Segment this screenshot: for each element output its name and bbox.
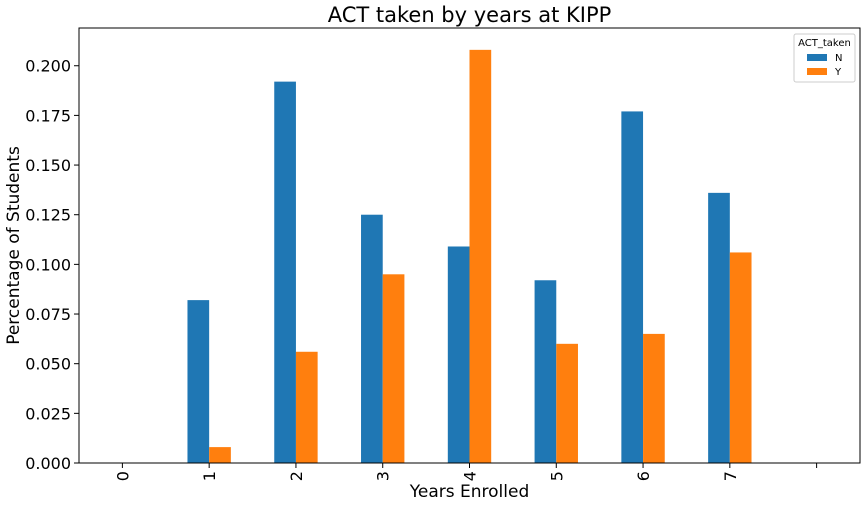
y-tick-label: 0.150 — [25, 156, 71, 175]
bar-y-5 — [556, 343, 578, 463]
y-tick-label: 0.200 — [25, 57, 71, 76]
x-tick-label: 2 — [287, 471, 306, 481]
axes-layer: 0.000 0.025 0.050 0.075 0.100 0.125 0.150 0.175… — [25, 27, 861, 481]
bar-y-3 — [382, 274, 405, 463]
bar-n-1 — [187, 300, 210, 463]
y-tick-label: 0.000 — [25, 454, 71, 473]
x-tick-label: 3 — [374, 471, 393, 481]
x-tick-label: 1 — [200, 471, 219, 481]
x-tick-label: 7 — [721, 471, 740, 481]
bar-y-2 — [295, 351, 318, 463]
legend-title: ACT_taken — [798, 38, 851, 49]
y-tick-label: 0.025 — [25, 404, 71, 423]
legend-swatch-n — [807, 54, 827, 61]
legend-swatch-y — [807, 68, 827, 75]
y-axis-title: Percentage of Students — [4, 146, 24, 345]
y-tick-label: 0.125 — [25, 206, 71, 225]
bar-n-3 — [361, 214, 383, 463]
bar-n-7 — [708, 192, 730, 464]
bar-y-1 — [209, 447, 231, 463]
bar-y-7 — [729, 252, 752, 463]
bars-layer — [187, 49, 752, 464]
x-tick-label: 0 — [113, 471, 132, 481]
y-tick-label: 0.050 — [25, 355, 71, 374]
y-tick-label: 0.175 — [25, 106, 71, 125]
chart-title: ACT taken by years at KIPP — [328, 3, 612, 27]
bar-y-6 — [643, 333, 665, 463]
bar-n-6 — [621, 111, 644, 464]
y-tick-label: 0.075 — [25, 305, 71, 324]
bar-y-4 — [469, 49, 492, 463]
legend-label-n: N — [835, 53, 842, 64]
x-tick-label: 4 — [461, 471, 480, 481]
bar-n-4 — [447, 246, 470, 463]
x-tick-label: 6 — [634, 471, 653, 481]
legend-label-y: Y — [834, 67, 842, 78]
x-tick-label: 5 — [547, 471, 566, 481]
bar-n-2 — [274, 81, 296, 463]
y-tick-label: 0.100 — [25, 255, 71, 274]
x-axis-title: Years Enrolled — [409, 482, 529, 502]
legend: ACT_taken N Y — [793, 33, 856, 83]
bar-n-5 — [534, 280, 557, 463]
